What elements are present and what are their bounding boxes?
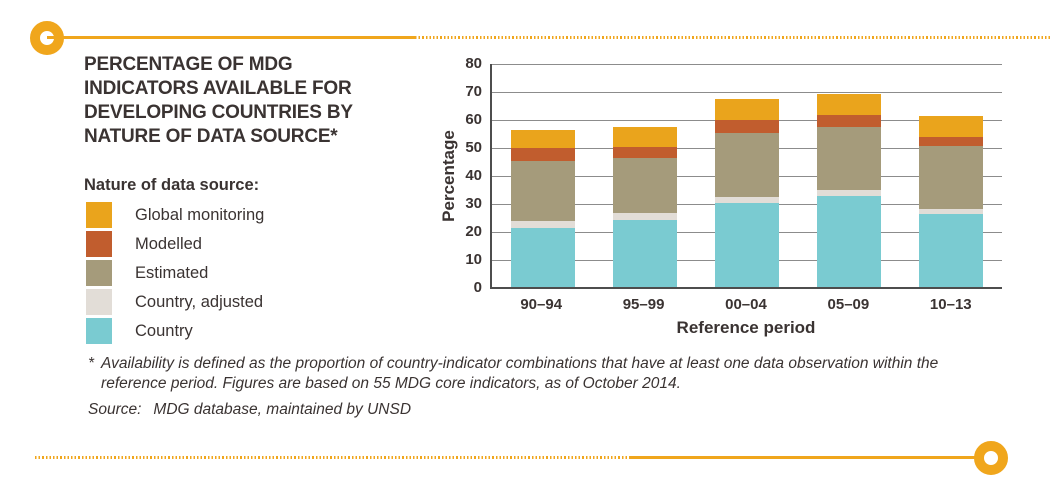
footnote-text: Availability is defined as the proportio…	[101, 355, 939, 392]
stacked-bar	[715, 99, 779, 287]
bar-slot	[696, 64, 798, 287]
title-line-1: PERCENTAGE OF MDG	[84, 54, 293, 75]
y-axis-line	[490, 64, 492, 288]
bar-segment	[613, 127, 677, 148]
y-tick-label: 20	[465, 223, 482, 240]
y-tick-label: 0	[473, 279, 482, 296]
bar-slot	[492, 64, 594, 287]
legend-label: Modelled	[135, 234, 202, 253]
bar-segment	[511, 161, 575, 222]
bar-segment	[511, 221, 575, 229]
page-title: PERCENTAGE OF MDG INDICATORS AVAILABLE F…	[84, 53, 353, 149]
legend-item: Global monitoring	[86, 202, 264, 228]
source-label: Source:	[88, 401, 142, 418]
y-tick-label: 40	[465, 167, 482, 184]
bar-segment	[817, 114, 881, 128]
bar-segment	[511, 148, 575, 162]
plot-area	[490, 64, 1002, 289]
bar-segment	[817, 190, 881, 196]
footnote: * Availability is defined as the proport…	[88, 354, 941, 393]
bar-segment	[817, 127, 881, 191]
footnote-marker: *	[88, 355, 95, 372]
bar-series	[492, 64, 1002, 287]
bar-segment	[613, 219, 677, 287]
x-axis-line	[490, 287, 1002, 289]
bar-segment	[919, 137, 983, 146]
legend-item: Estimated	[86, 260, 264, 286]
bar-segment	[715, 197, 779, 203]
bar-segment	[511, 228, 575, 287]
stacked-bar	[511, 130, 575, 287]
legend-swatch-icon	[86, 260, 112, 286]
bar-segment	[817, 93, 881, 115]
x-tick-label: 00–04	[725, 296, 767, 313]
legend-label: Global monitoring	[135, 205, 265, 224]
legend-swatch-icon	[86, 318, 112, 344]
legend-swatch-icon	[86, 231, 112, 257]
decorative-ring-bottom-icon	[974, 441, 1008, 475]
bar-segment	[613, 212, 677, 220]
decorative-dotted-line-bottom	[35, 456, 630, 459]
x-tick-label: 05–09	[827, 296, 870, 313]
bar-slot	[594, 64, 696, 287]
bar-segment	[919, 208, 983, 215]
chart-legend: Global monitoring Modelled Estimated Countr…	[86, 202, 264, 347]
y-tick-label: 10	[465, 251, 482, 268]
bar-segment	[817, 196, 881, 287]
bar-segment	[613, 147, 677, 159]
bar-segment	[715, 120, 779, 134]
x-tick-label: 90–94	[520, 296, 563, 313]
legend-item: Country	[86, 318, 264, 344]
source-text: MDG database, maintained by UNSD	[153, 401, 412, 418]
bar-slot	[798, 64, 900, 287]
title-line-2: INDICATORS AVAILABLE FOR	[84, 78, 352, 99]
y-tick-label: 30	[465, 195, 482, 212]
bar-segment	[919, 116, 983, 138]
bar-segment	[919, 214, 983, 287]
bar-segment	[613, 158, 677, 213]
y-tick-label: 80	[465, 55, 482, 72]
legend-label: Estimated	[135, 263, 209, 282]
source-line: Source: MDG database, maintained by UNSD	[88, 401, 411, 419]
stacked-bar	[817, 93, 881, 287]
decorative-solid-line-top	[47, 36, 415, 39]
x-axis-tick-labels: 90–94 95–99 00–04 05–09 10–13	[490, 296, 1002, 316]
x-tick-label: 10–13	[929, 296, 972, 313]
bar-segment	[919, 145, 983, 209]
x-axis-title: Reference period	[676, 318, 816, 337]
bar-segment	[511, 130, 575, 149]
legend-label: Country, adjusted	[135, 292, 264, 311]
bar-segment	[715, 133, 779, 198]
bar-slot	[900, 64, 1002, 287]
y-tick-label: 60	[465, 111, 482, 128]
title-line-3: DEVELOPING COUNTRIES BY	[84, 102, 353, 123]
y-tick-label: 70	[465, 83, 482, 100]
decorative-solid-line-bottom	[630, 456, 976, 459]
decorative-dotted-line-top	[415, 36, 1050, 39]
legend-label: Country	[135, 321, 193, 340]
legend-item: Country, adjusted	[86, 289, 264, 315]
stacked-bar	[919, 116, 983, 287]
title-line-4: NATURE OF DATA SOURCE*	[84, 126, 338, 147]
x-tick-label: 95–99	[622, 296, 665, 313]
legend-item: Modelled	[86, 231, 264, 257]
grid-line	[490, 92, 1002, 93]
stacked-bar	[613, 127, 677, 287]
bar-segment	[715, 99, 779, 121]
grid-line	[490, 64, 1002, 65]
legend-swatch-icon	[86, 202, 112, 228]
y-tick-label: 50	[465, 139, 482, 156]
bar-segment	[715, 203, 779, 287]
legend-heading: Nature of data source:	[84, 176, 260, 194]
legend-swatch-icon	[86, 289, 112, 315]
